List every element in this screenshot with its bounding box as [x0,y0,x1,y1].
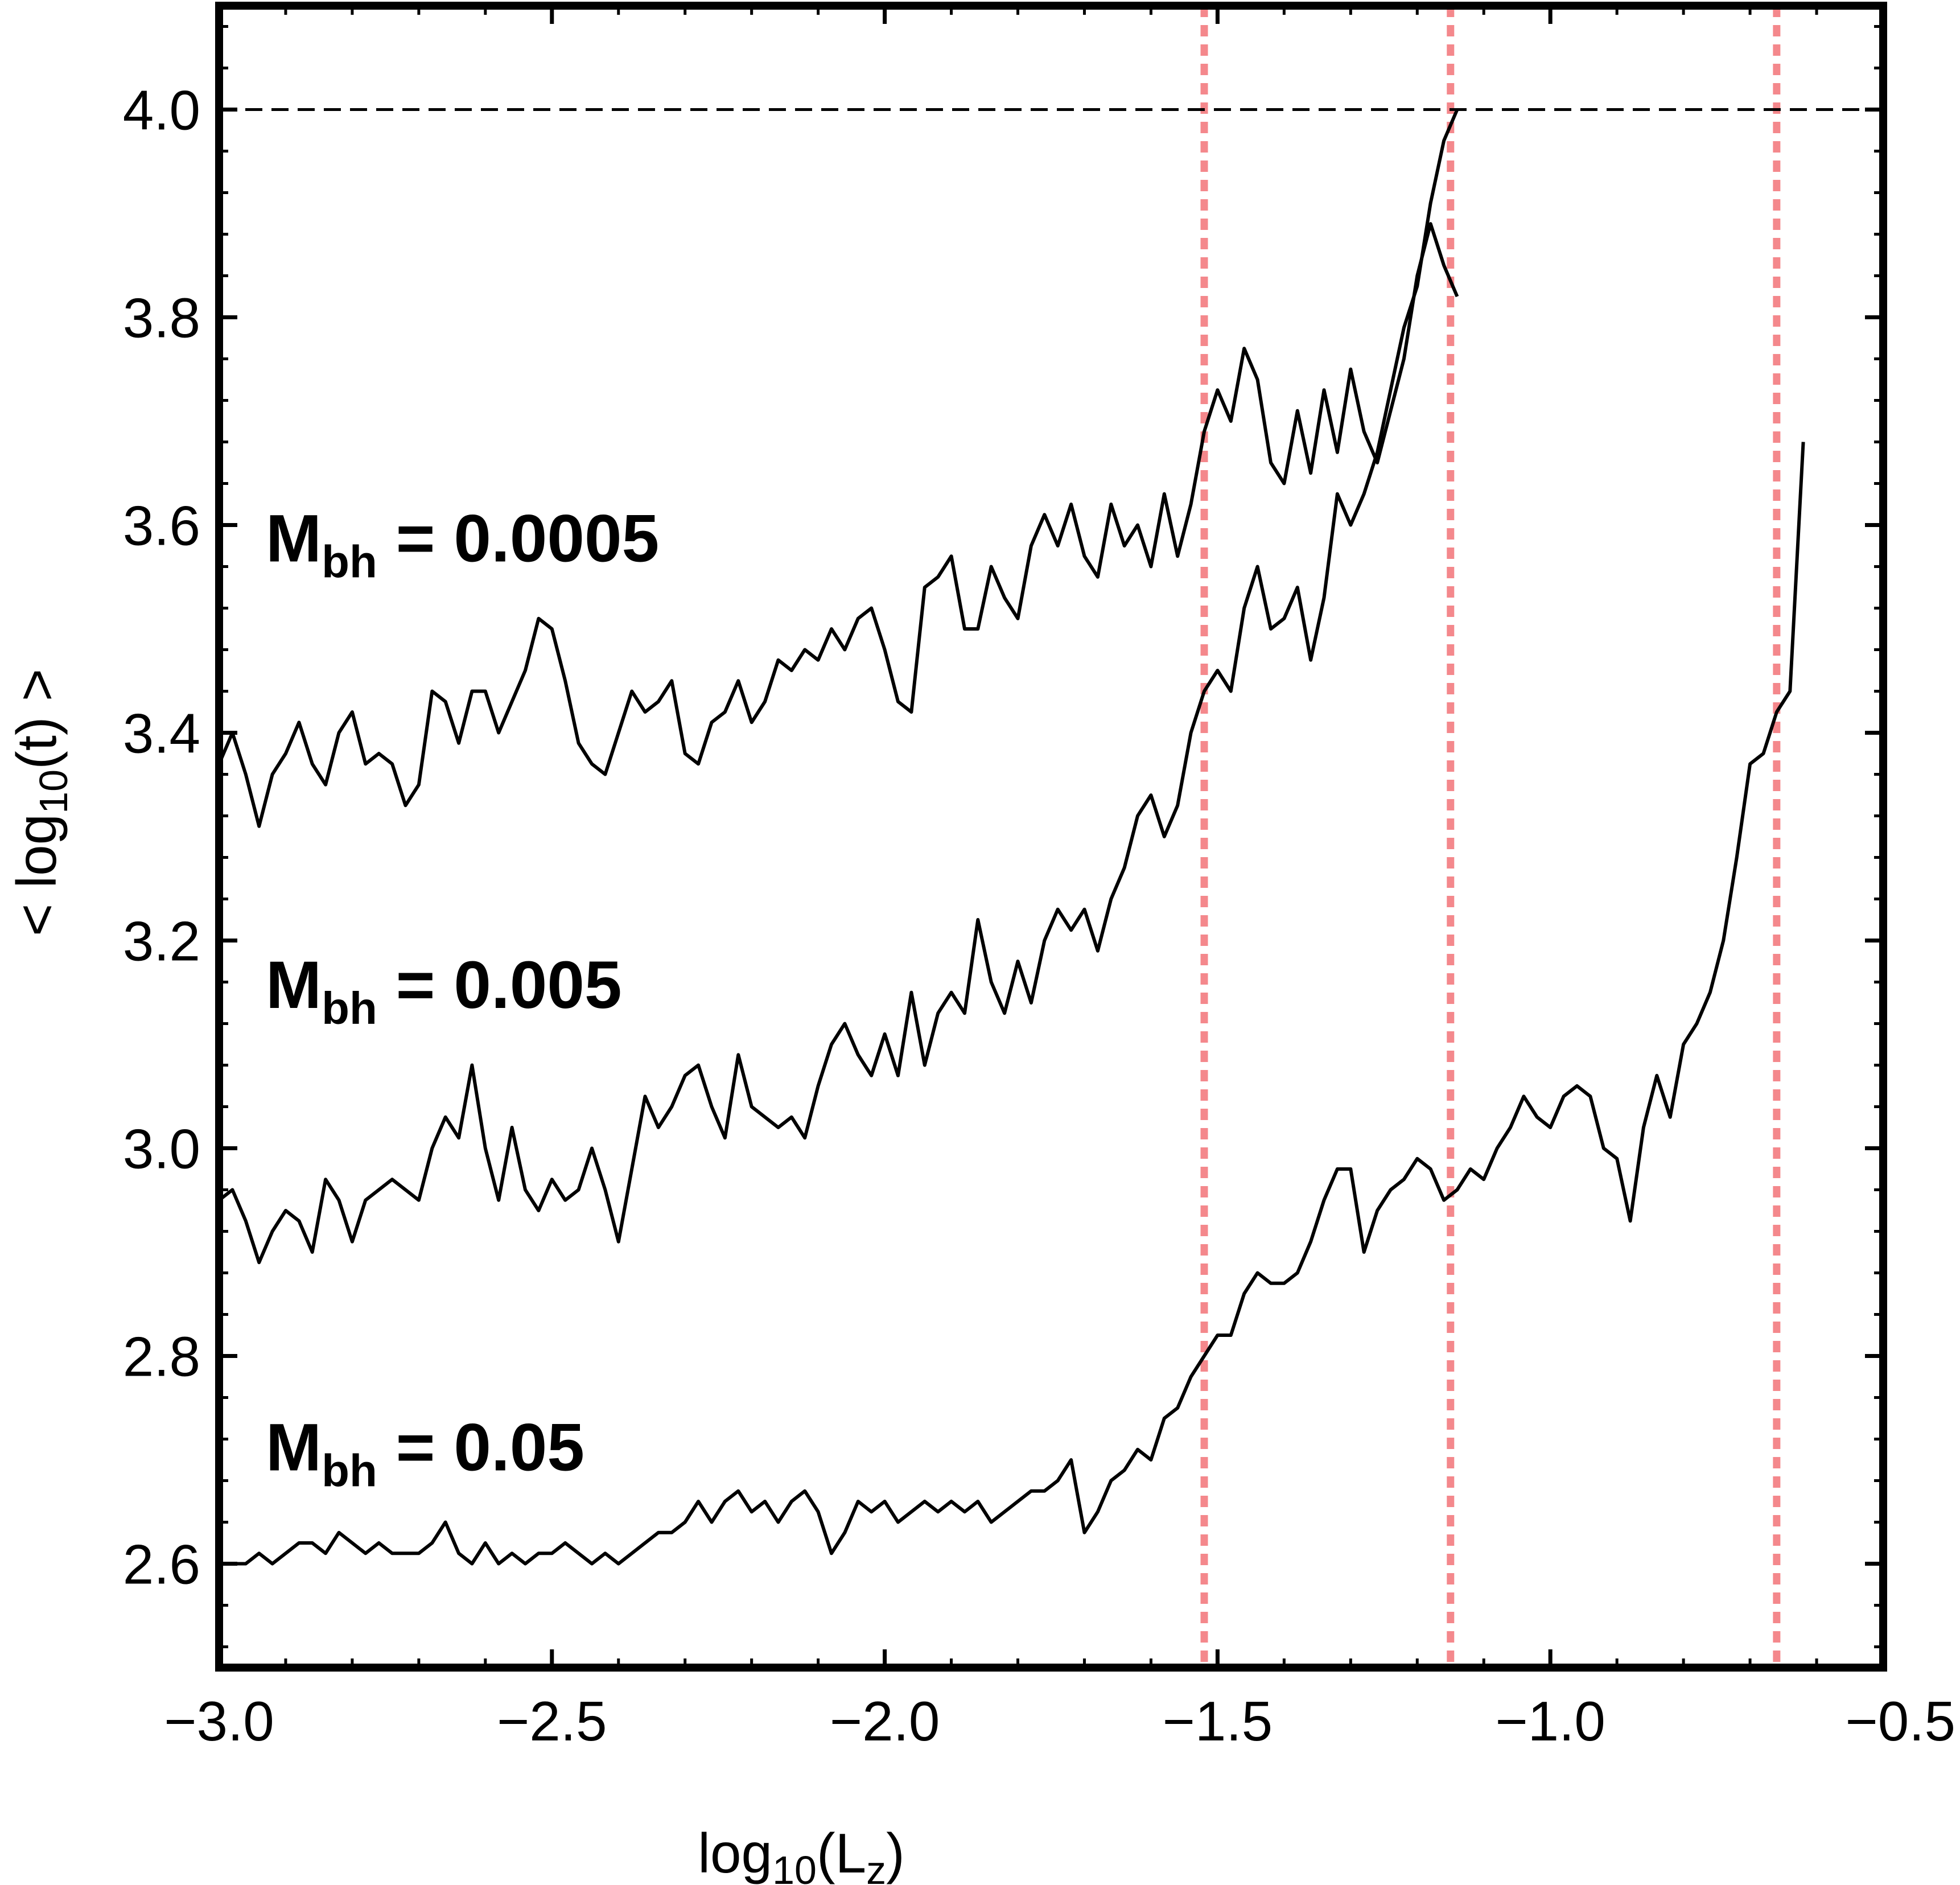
x-tick-label: −2.0 [830,1690,940,1752]
series-line-3 [219,442,1805,1566]
series-line-2 [219,109,1459,1265]
y-tick-label: 3.8 [123,287,200,349]
y-axis-label: < log10(t) > [5,669,76,936]
x-tick-label: −2.5 [497,1690,607,1752]
y-tick-label: 3.6 [123,495,200,557]
y-tick-label: 2.8 [123,1326,200,1388]
x-tick-label: −1.5 [1163,1690,1273,1752]
series-annotation-1: Mbh = 0.0005 [266,501,659,587]
tick-labels: −3.0 −2.5 −2.0 −1.5 −1.0 −0.5 2.6 2.8 3.0 3.2 3.4 3… [123,79,1955,1753]
y-tick-label: 3.4 [123,702,200,765]
plot-frame [215,2,1887,1672]
series-lines [219,109,1805,1566]
series-annotation-2: Mbh = 0.005 [266,948,622,1034]
y-tick-label: 2.6 [123,1533,200,1596]
y-tick-label: 3.2 [123,910,200,973]
x-tick-label: −0.5 [1846,1690,1955,1752]
y-tick-label: 4.0 [123,79,200,142]
series-line-1 [219,222,1459,828]
annotations: Mbh = 0.0005 Mbh = 0.005 Mbh = 0.05 [266,501,659,1496]
y-tick-label: 3.0 [123,1118,200,1180]
series-annotation-3: Mbh = 0.05 [266,1410,584,1496]
x-tick-label: −3.0 [164,1690,274,1752]
x-tick-label: −1.0 [1495,1690,1605,1752]
x-axis-label: log10(Lz) [698,1822,904,1885]
